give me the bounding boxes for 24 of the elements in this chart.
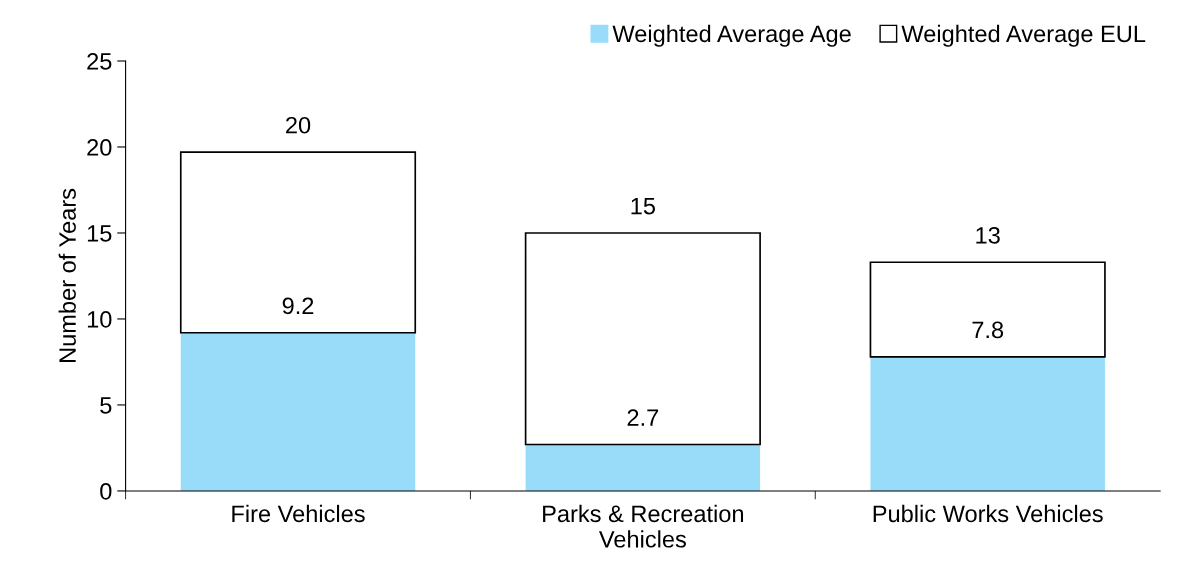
bar <box>870 356 1105 491</box>
legend-label: Weighted Average EUL <box>901 24 1146 47</box>
y-tick-label: 0 <box>100 483 112 500</box>
legend-label: Weighted Average Age <box>612 24 851 47</box>
bar <box>524 232 761 446</box>
y-tick-label: 15 <box>87 225 112 242</box>
y-tick-label: 10 <box>87 311 112 328</box>
data-label: 2.7 <box>627 409 659 426</box>
total-label: 20 <box>286 116 311 134</box>
bar <box>869 261 1106 358</box>
data-label: 9.2 <box>282 297 314 315</box>
x-tick-label: Fire Vehicles <box>232 504 365 523</box>
y-tick-label: 25 <box>87 53 112 70</box>
y-tick-label: 5 <box>100 397 112 414</box>
bar <box>179 151 417 334</box>
x-tick-label: Parks & Recreation Vehicles <box>543 504 744 548</box>
total-label: 15 <box>631 197 655 215</box>
y-tick-label: 20 <box>87 139 112 156</box>
y-axis-title: Number of Years <box>58 188 76 362</box>
bar <box>525 444 761 491</box>
data-label: 7.8 <box>972 321 1004 339</box>
bar <box>180 332 416 491</box>
total-label: 13 <box>976 226 1000 244</box>
x-tick-label: Public Works Vehicles <box>873 504 1103 523</box>
